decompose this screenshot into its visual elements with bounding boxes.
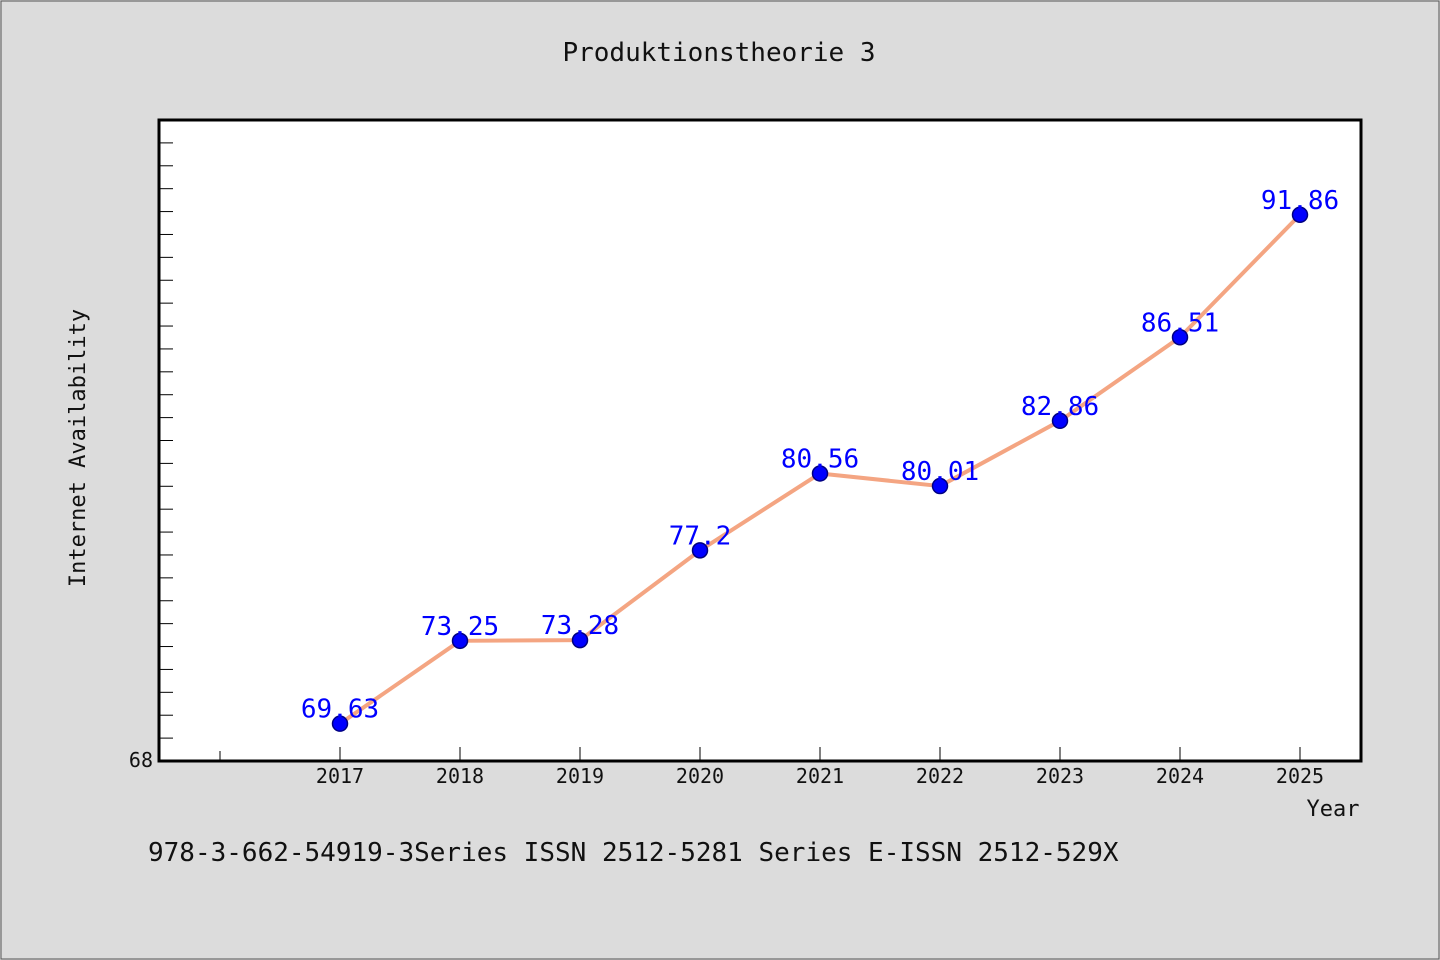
y-axis-title: Internet Availability bbox=[66, 309, 91, 587]
data-point bbox=[1291, 206, 1309, 224]
x-axis-ticks: 2017 2018 2019 2020 2021 2022 2023 2024 2025 bbox=[219, 747, 1324, 788]
data-point bbox=[931, 477, 949, 495]
data-label: 69.63 bbox=[301, 695, 379, 725]
x-tick-label: 2020 bbox=[676, 764, 724, 788]
x-tick-label: 2022 bbox=[916, 764, 964, 788]
chart-title: Produktionstheorie 3 bbox=[562, 38, 875, 68]
x-tick-label: 2021 bbox=[796, 764, 844, 788]
data-point bbox=[571, 631, 589, 649]
data-label: 86.51 bbox=[1141, 308, 1219, 338]
plot-area bbox=[157, 118, 1363, 763]
data-label-layer: 69.63 73.25 73.28 77.2 80.56 80.01 82.86 86.51 9… bbox=[301, 186, 1339, 725]
data-point bbox=[1171, 329, 1189, 346]
data-point bbox=[331, 715, 349, 732]
x-tick-label: 2025 bbox=[1276, 764, 1324, 788]
data-point bbox=[451, 632, 469, 650]
data-point bbox=[691, 542, 709, 559]
data-label: 73.25 bbox=[421, 612, 499, 642]
data-point bbox=[811, 465, 829, 482]
y-axis-ticks: 68 bbox=[129, 142, 173, 772]
series-layer bbox=[331, 206, 1309, 732]
data-label: 73.28 bbox=[541, 611, 619, 641]
x-axis-title: Year bbox=[1307, 797, 1360, 822]
data-label: 80.01 bbox=[901, 457, 979, 487]
data-point bbox=[1051, 412, 1069, 430]
x-tick-label: 2018 bbox=[436, 764, 484, 788]
x-tick-label: 2023 bbox=[1036, 764, 1084, 788]
data-label: 91.86 bbox=[1261, 186, 1339, 216]
x-tick-label: 2019 bbox=[556, 764, 604, 788]
footer-note: 978-3-662-54919-3Series ISSN 2512-5281 S… bbox=[148, 838, 1119, 868]
data-label: 77.2 bbox=[669, 521, 732, 551]
x-tick-label: 2024 bbox=[1156, 764, 1204, 788]
data-label: 80.56 bbox=[781, 444, 859, 474]
x-tick-label: 2017 bbox=[316, 764, 364, 788]
y-tick-label: 68 bbox=[129, 748, 153, 772]
data-label: 82.86 bbox=[1021, 392, 1099, 422]
